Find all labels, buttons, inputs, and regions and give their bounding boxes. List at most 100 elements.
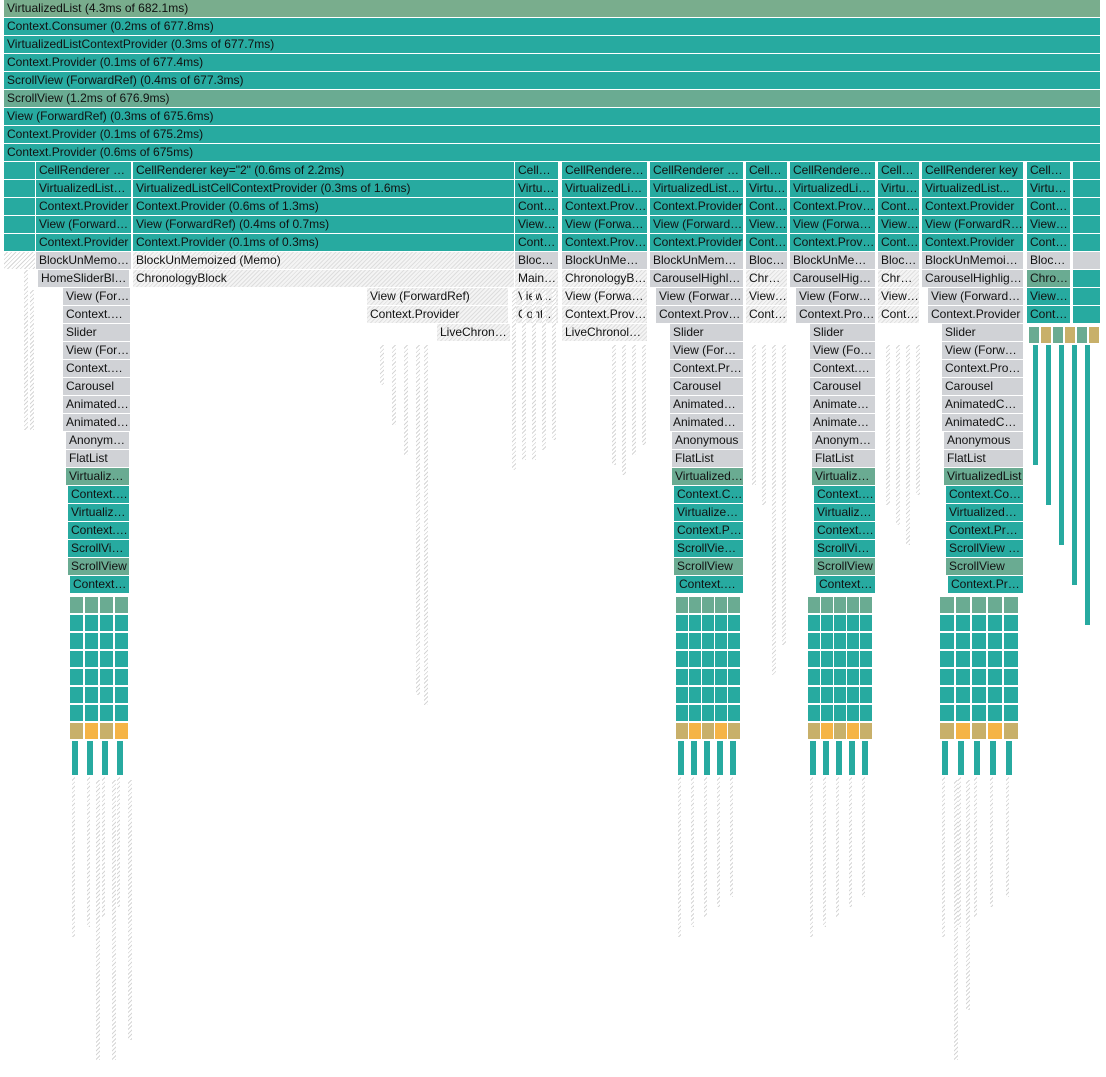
- flame-stub[interactable]: [30, 290, 34, 430]
- flame-stub[interactable]: [810, 741, 816, 775]
- flame-stub[interactable]: [974, 777, 977, 917]
- flame-stub[interactable]: [689, 615, 701, 631]
- flame-stub[interactable]: [988, 669, 1002, 685]
- flame-bar[interactable]: Carousel: [63, 378, 131, 395]
- flame-bar[interactable]: Context.Provider: [810, 360, 876, 377]
- flame-stub[interactable]: [972, 633, 986, 649]
- flame-bar[interactable]: Anonymous: [944, 432, 1024, 449]
- flame-bar[interactable]: BlockUnMemoized: [1027, 252, 1071, 269]
- flame-bar[interactable]: VirtualizedList: [746, 180, 788, 197]
- flame-stub[interactable]: [821, 723, 833, 739]
- flame-bar[interactable]: BlockUnMemoized (Memo): [133, 252, 515, 269]
- flame-bar[interactable]: View (ForwardRef): [63, 342, 131, 359]
- flame-stub[interactable]: [85, 669, 98, 685]
- flame-bar[interactable]: BlockUnMemoized: [790, 252, 876, 269]
- flame-bar[interactable]: FlatList: [812, 450, 876, 467]
- flame-bar[interactable]: Context.Provider: [562, 234, 648, 251]
- flame-bar[interactable]: Context.Provider: [63, 306, 131, 323]
- flame-bar[interactable]: ScrollView (ForwardRef) (0.4ms of 677.3m…: [4, 72, 1101, 89]
- flame-stub[interactable]: [612, 345, 616, 465]
- flame-bar[interactable]: View (ForwardRef): [878, 216, 920, 233]
- flame-stub[interactable]: [70, 597, 83, 613]
- flame-stub[interactable]: [808, 669, 820, 685]
- flame-stub[interactable]: [24, 270, 28, 430]
- flame-bar[interactable]: Context.Consumer (0.2ms of 677.8ms): [4, 18, 1101, 35]
- flame-stub[interactable]: [940, 723, 954, 739]
- flame-bar[interactable]: Context.Provider (0.1ms of 0.3ms): [133, 234, 515, 251]
- flame-stub[interactable]: [730, 777, 733, 897]
- flame-stub[interactable]: [940, 651, 954, 667]
- flame-bar[interactable]: [1073, 198, 1101, 215]
- flame-bar[interactable]: AnimatedComponent: [810, 396, 876, 413]
- flame-bar[interactable]: Context.Provider: [878, 234, 920, 251]
- flame-bar[interactable]: AnimatedComponent: [63, 396, 131, 413]
- flame-stub[interactable]: [988, 615, 1002, 631]
- flame-stub[interactable]: [860, 705, 872, 721]
- flame-bar[interactable]: Context.Provider: [928, 306, 1024, 323]
- flame-bar[interactable]: [1073, 180, 1101, 197]
- flame-stub[interactable]: [632, 345, 636, 455]
- flame-stub[interactable]: [689, 669, 701, 685]
- flame-bar[interactable]: ScrollView (ForwardRef): [674, 540, 744, 557]
- flame-stub[interactable]: [956, 633, 970, 649]
- flame-stub[interactable]: [860, 687, 872, 703]
- flame-stub[interactable]: [860, 651, 872, 667]
- flame-stub[interactable]: [956, 705, 970, 721]
- flame-stub[interactable]: [730, 741, 736, 775]
- flame-stub[interactable]: [942, 741, 948, 775]
- flame-bar[interactable]: View (ForwardRef): [367, 288, 509, 305]
- flame-stub[interactable]: [100, 651, 113, 667]
- flame-bar[interactable]: CellRenderer key: [922, 162, 1024, 179]
- flame-bar[interactable]: CellRenderer key="2" (0.6ms of 2.2ms): [133, 162, 515, 179]
- flame-stub[interactable]: [836, 777, 839, 917]
- flame-stub[interactable]: [691, 741, 697, 775]
- flame-bar[interactable]: View (ForwardRef): [796, 288, 876, 305]
- flame-stub[interactable]: [676, 723, 688, 739]
- flame-bar[interactable]: View (ForwardRef): [650, 216, 744, 233]
- flame-bar[interactable]: Context.Provider: [63, 360, 131, 377]
- flame-stub[interactable]: [821, 669, 833, 685]
- flame-stub[interactable]: [85, 615, 98, 631]
- flame-bar[interactable]: VirtualizedListCell: [562, 180, 648, 197]
- flame-stub[interactable]: [512, 290, 516, 470]
- flame-stub[interactable]: [860, 633, 872, 649]
- flame-stub[interactable]: [834, 633, 846, 649]
- flame-stub[interactable]: [1004, 615, 1018, 631]
- flame-stub[interactable]: [988, 651, 1002, 667]
- flame-stub[interactable]: [940, 705, 954, 721]
- flame-stub[interactable]: [115, 597, 128, 613]
- flame-stub[interactable]: [676, 705, 688, 721]
- flame-bar[interactable]: Context.Provider: [670, 360, 744, 377]
- flame-stub[interactable]: [642, 345, 646, 445]
- flame-stub[interactable]: [821, 615, 833, 631]
- flame-stub[interactable]: [717, 741, 723, 775]
- flame-bar[interactable]: Slider: [670, 324, 744, 341]
- flame-bar[interactable]: Context.Provider: [1027, 198, 1071, 215]
- flame-stub[interactable]: [860, 723, 872, 739]
- flame-bar[interactable]: ChronologyBlock: [562, 270, 648, 287]
- flame-stub[interactable]: [70, 687, 83, 703]
- flame-stub[interactable]: [972, 705, 986, 721]
- flame-stub[interactable]: [1004, 633, 1018, 649]
- flame-stub[interactable]: [1004, 705, 1018, 721]
- flame-bar[interactable]: CarouselHighlights: [922, 270, 1024, 287]
- flame-stub[interactable]: [115, 687, 128, 703]
- flame-bar[interactable]: Context.Provider: [68, 522, 130, 539]
- flame-stub[interactable]: [542, 290, 546, 450]
- flame-stub[interactable]: [972, 687, 986, 703]
- flame-bar[interactable]: ChronologyBlock: [878, 270, 920, 287]
- flame-stub[interactable]: [847, 723, 859, 739]
- flame-bar[interactable]: [1073, 162, 1101, 179]
- flame-stub[interactable]: [532, 290, 536, 460]
- flame-stub[interactable]: [821, 705, 833, 721]
- flame-stub[interactable]: [988, 705, 1002, 721]
- flame-bar[interactable]: ScrollView: [946, 558, 1024, 575]
- flame-bar[interactable]: Context.Provider: [1027, 234, 1071, 251]
- flame-stub[interactable]: [1004, 651, 1018, 667]
- flame-bar[interactable]: ScrollView (1.2ms of 676.9ms): [4, 90, 1101, 107]
- flame-stub[interactable]: [70, 705, 83, 721]
- flame-stub[interactable]: [676, 615, 688, 631]
- flame-bar[interactable]: AnimatedComponent: [63, 414, 131, 431]
- flame-stub[interactable]: [678, 741, 684, 775]
- flame-bar[interactable]: View (ForwardRef): [515, 288, 559, 305]
